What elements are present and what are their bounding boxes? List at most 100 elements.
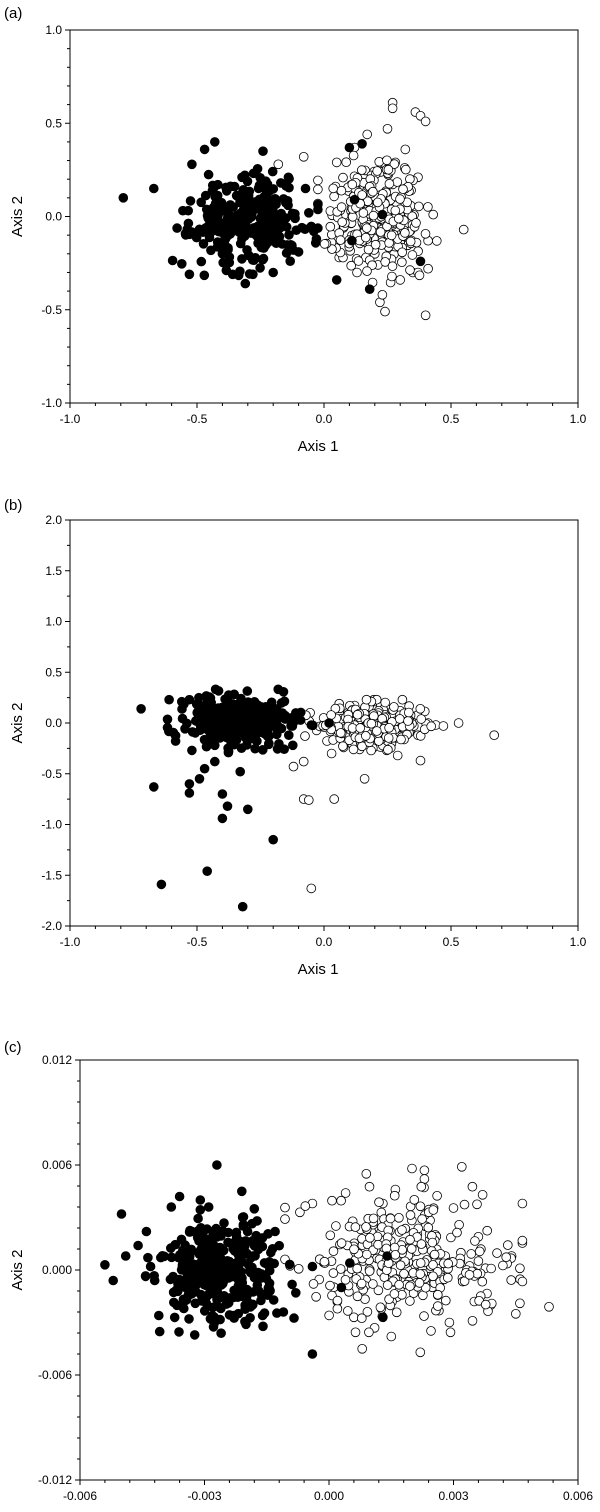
filled-point xyxy=(210,137,220,147)
chart-panel-c: (c) -0.006 -0.003 0.000 0.003 0.006 -0.012 -0.0… xyxy=(4,1039,593,1503)
filled-point xyxy=(209,1287,220,1297)
filled-point xyxy=(223,697,234,707)
open-point xyxy=(364,1327,374,1338)
x-tick-label: 0.5 xyxy=(443,412,460,426)
open-point xyxy=(423,263,433,274)
chart-panel-a: (a) -1.0 -0.5 0.0 0.5 1.0 -1.0 -0.5 0.0 0.5 1.0 Axi… xyxy=(4,5,587,455)
chart-panel-b: (b) -1.0 -0.5 0.0 0.5 1.0 -2.0 -1.5 -1.0 -0.5 0.0 0… xyxy=(4,497,587,978)
open-point xyxy=(423,202,433,212)
open-point xyxy=(362,1307,373,1317)
open-point xyxy=(380,257,391,267)
y-tick-label: -1.0 xyxy=(41,396,62,410)
filled-point xyxy=(229,1285,239,1296)
open-point xyxy=(326,710,336,720)
open-point xyxy=(419,1165,430,1176)
filled-point xyxy=(216,1328,226,1338)
filled-point xyxy=(118,193,129,203)
open-point xyxy=(405,1234,415,1245)
data-points xyxy=(100,1160,554,1359)
open-point xyxy=(385,1213,396,1224)
open-point xyxy=(438,721,449,731)
open-point xyxy=(405,265,415,275)
open-point xyxy=(477,1276,488,1287)
filled-point xyxy=(263,739,274,750)
open-point xyxy=(326,748,337,759)
filled-point xyxy=(178,205,188,216)
open-point xyxy=(395,194,405,204)
filled-point xyxy=(283,200,293,211)
y-tick-label: 0.0 xyxy=(45,210,62,224)
open-point xyxy=(374,1197,384,1207)
open-point xyxy=(443,1258,454,1269)
filled-point xyxy=(202,1291,212,1302)
filled-point xyxy=(195,1205,206,1215)
x-tick-label: -0.5 xyxy=(187,935,208,949)
filled-point xyxy=(187,745,197,756)
open-point xyxy=(394,1280,404,1290)
open-point xyxy=(415,703,426,714)
open-point xyxy=(273,159,284,170)
open-point xyxy=(502,1240,513,1250)
filled-point xyxy=(264,207,275,218)
open-point xyxy=(444,1317,455,1328)
open-point xyxy=(300,1201,311,1211)
filled-point xyxy=(225,200,236,210)
open-point xyxy=(395,1260,406,1270)
filled-point xyxy=(187,727,198,737)
open-point xyxy=(332,1295,343,1306)
filled-point xyxy=(247,255,258,265)
open-point xyxy=(313,175,323,186)
filled-point xyxy=(218,257,229,268)
open-point xyxy=(389,1289,400,1299)
open-point xyxy=(331,1221,341,1231)
filled-point xyxy=(191,699,202,709)
filled-point xyxy=(167,255,178,266)
open-point xyxy=(403,707,414,718)
y-tick-label: 2.0 xyxy=(45,513,62,527)
open-point xyxy=(361,223,372,233)
filled-point xyxy=(198,239,209,249)
filled-point xyxy=(200,190,211,201)
open-point xyxy=(473,1256,484,1266)
y-tick-label: 0.5 xyxy=(45,665,62,679)
filled-point xyxy=(347,235,357,246)
filled-point xyxy=(175,1276,186,1287)
y-axis-title: Axis 2 xyxy=(9,196,26,237)
open-point xyxy=(377,289,388,300)
open-point xyxy=(370,239,381,250)
open-point xyxy=(368,210,379,221)
filled-point xyxy=(108,1275,118,1286)
open-point xyxy=(386,1331,397,1342)
open-point xyxy=(397,257,407,268)
y-tick-label: -0.006 xyxy=(38,1368,72,1382)
open-point xyxy=(464,1270,475,1280)
open-point xyxy=(357,190,367,200)
open-point xyxy=(313,184,323,195)
filled-point xyxy=(237,901,248,912)
open-point xyxy=(368,186,378,197)
filled-point xyxy=(189,1330,200,1340)
x-tick-label: 0.0 xyxy=(316,412,333,426)
filled-point xyxy=(307,1261,318,1272)
filled-point xyxy=(177,713,188,724)
open-point xyxy=(329,794,340,804)
x-axis-title: Axis 1 xyxy=(298,961,339,978)
filled-point xyxy=(259,1258,270,1268)
filled-point xyxy=(240,1316,250,1327)
open-point xyxy=(517,1235,528,1246)
open-point xyxy=(480,1299,491,1310)
open-point xyxy=(308,1279,319,1289)
open-point xyxy=(489,730,500,740)
open-point xyxy=(416,1239,427,1249)
open-point xyxy=(416,714,427,724)
filled-point xyxy=(357,139,367,149)
filled-point xyxy=(284,174,294,184)
open-point xyxy=(350,1222,361,1232)
open-point xyxy=(406,1244,417,1254)
open-point xyxy=(327,1195,337,1206)
open-point xyxy=(384,179,395,189)
open-point xyxy=(397,1225,407,1235)
filled-point xyxy=(258,1321,268,1332)
open-point xyxy=(486,1263,496,1274)
x-tick-label: 1.0 xyxy=(570,935,587,949)
